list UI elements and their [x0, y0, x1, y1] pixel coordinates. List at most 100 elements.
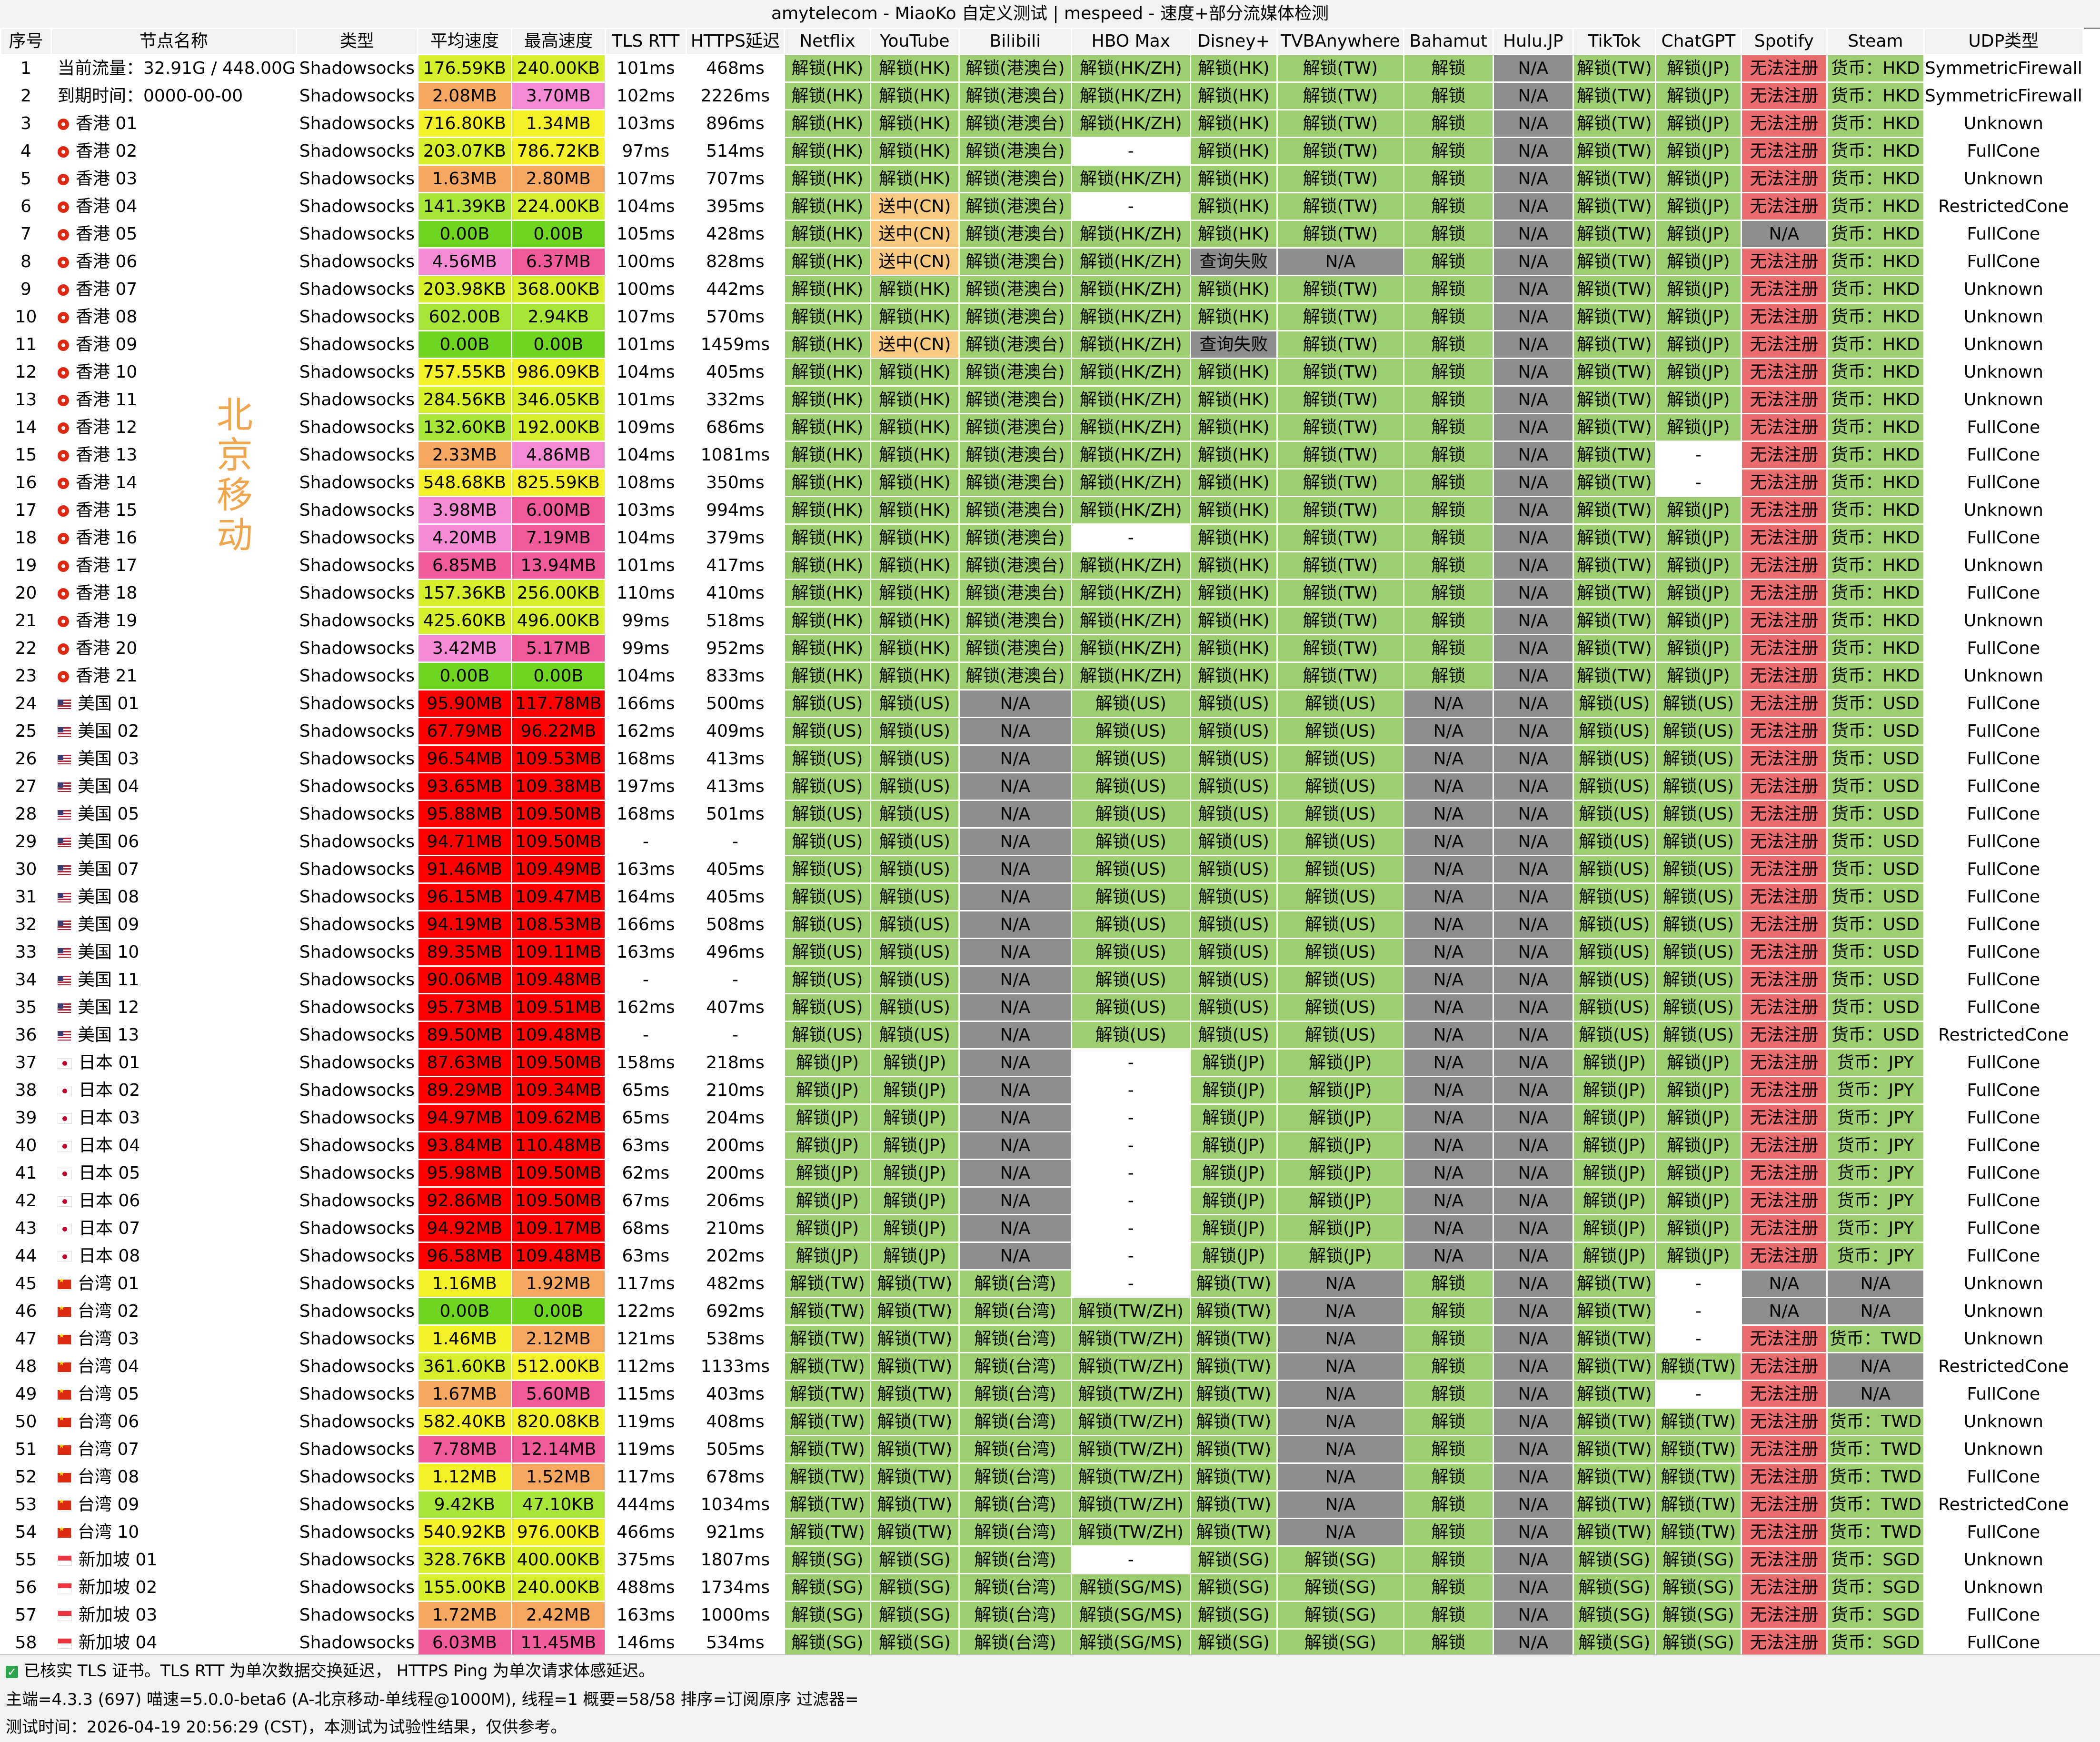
max-cell: 109.34MB — [510, 1076, 606, 1105]
udp-cell: Unknown — [1923, 275, 2084, 304]
flag-icon — [58, 229, 69, 240]
flag-icon — [58, 1638, 72, 1649]
udp-cell: FullCone — [1923, 800, 2084, 829]
spotify-cell: 无法注册 — [1740, 1241, 1828, 1271]
bili-cell: N/A — [958, 1103, 1072, 1132]
udp-cell: FullCone — [1923, 744, 2084, 773]
avg-cell: 361.60KB — [417, 1352, 512, 1381]
column-header: Spotify — [1740, 28, 1828, 55]
steam-cell: 货币：SGD — [1826, 1601, 1925, 1630]
type-cell: Shadowsocks — [295, 385, 418, 414]
youtube-cell: 解锁(US) — [869, 882, 960, 911]
node-name: 新加坡 02 — [79, 1577, 158, 1597]
max-cell: 6.37MB — [510, 247, 606, 276]
udp-cell: Unknown — [1923, 1297, 2084, 1326]
youtube-cell: 解锁(US) — [869, 938, 960, 967]
netflix-cell: 解锁(HK) — [783, 192, 871, 221]
gpt-cell: 解锁(TW) — [1654, 1462, 1742, 1492]
avg-cell: 203.98KB — [417, 275, 512, 304]
node-name: 美国 04 — [78, 776, 139, 796]
spotify-cell: 无法注册 — [1740, 1573, 1828, 1602]
type-cell: Shadowsocks — [295, 1462, 418, 1492]
udp-cell: FullCone — [1923, 1241, 2084, 1271]
node-name: 新加坡 04 — [79, 1632, 158, 1652]
node-name: 香港 15 — [76, 500, 138, 520]
avg-cell: 94.19MB — [417, 910, 512, 939]
disney-cell: 解锁(HK) — [1189, 164, 1278, 193]
name-cell: 台湾 02 — [50, 1297, 297, 1326]
n-cell: 56 — [0, 1573, 52, 1602]
disney-cell: 解锁(SG) — [1189, 1601, 1278, 1630]
spotify-cell: 无法注册 — [1740, 634, 1828, 663]
n-cell: 22 — [0, 634, 52, 663]
type-cell: Shadowsocks — [295, 1048, 418, 1077]
avg-cell: 1.63MB — [417, 164, 512, 193]
spotify-cell: 无法注册 — [1740, 192, 1828, 221]
hulu-cell: N/A — [1492, 81, 1574, 110]
n-cell: 28 — [0, 800, 52, 829]
flag-icon — [58, 1359, 71, 1372]
disney-cell: 解锁(US) — [1189, 772, 1278, 801]
flag-icon — [58, 810, 71, 820]
avg-cell: 96.58MB — [417, 1241, 512, 1271]
n-cell: 14 — [0, 413, 52, 442]
tiktok-cell: 解锁(TW) — [1572, 1269, 1656, 1298]
type-cell: Shadowsocks — [295, 192, 418, 221]
n-cell: 24 — [0, 689, 52, 718]
bili-cell: 解锁(港澳台) — [958, 330, 1072, 359]
table-row: 13 香港 11 Shadowsocks 284.56KB 346.05KB 101ms 3… — [0, 385, 2084, 414]
hbo-cell: 解锁(TW/ZH) — [1070, 1324, 1191, 1353]
steam-cell: 货币：HKD — [1826, 220, 1925, 249]
spotify-cell: 无法注册 — [1740, 1435, 1828, 1464]
tiktok-cell: 解锁(TW) — [1572, 247, 1656, 276]
baha-cell: 解锁 — [1403, 1601, 1494, 1630]
disney-cell: 解锁(HK) — [1189, 81, 1278, 110]
name-cell: 台湾 01 — [50, 1269, 297, 1298]
avg-cell: 203.07KB — [417, 137, 512, 166]
max-cell: 0.00B — [510, 220, 606, 249]
gpt-cell: 解锁(JP) — [1654, 81, 1742, 110]
name-cell: 到期时间：0000-00-00 — [50, 81, 297, 110]
table-row: 39 日本 03 Shadowsocks 94.97MB 109.62MB 65ms 204… — [0, 1103, 2084, 1132]
hulu-cell: N/A — [1492, 413, 1574, 442]
udp-cell: FullCone — [1923, 1159, 2084, 1188]
steam-cell: 货币：JPY — [1826, 1048, 1925, 1077]
udp-cell: SymmetricFirewall — [1923, 81, 2084, 110]
https-cell: 1807ms — [685, 1545, 785, 1574]
baha-cell: 解锁 — [1403, 1435, 1494, 1464]
https-cell: 407ms — [685, 993, 785, 1022]
netflix-cell: 解锁(HK) — [783, 330, 871, 359]
udp-cell: FullCone — [1923, 468, 2084, 497]
name-cell: 香港 06 — [50, 247, 297, 276]
n-cell: 29 — [0, 827, 52, 856]
tvb-cell: 解锁(TW) — [1276, 523, 1404, 552]
tls-cell: 146ms — [604, 1628, 687, 1657]
column-header: ChatGPT — [1654, 28, 1742, 55]
youtube-cell: 解锁(TW) — [869, 1269, 960, 1298]
https-cell: 200ms — [685, 1159, 785, 1188]
tvb-cell: N/A — [1276, 1297, 1404, 1326]
gpt-cell: 解锁(JP) — [1654, 1241, 1742, 1271]
disney-cell: 解锁(US) — [1189, 938, 1278, 967]
baha-cell: 解锁 — [1403, 81, 1494, 110]
gpt-cell: 解锁(JP) — [1654, 634, 1742, 663]
netflix-cell: 解锁(TW) — [783, 1462, 871, 1492]
footer-note-text: 已核实 TLS 证书。TLS RTT 为单次数据交换延迟， HTTPS Ping… — [24, 1662, 655, 1681]
udp-cell: FullCone — [1923, 993, 2084, 1022]
disney-cell: 解锁(US) — [1189, 689, 1278, 718]
tiktok-cell: 解锁(TW) — [1572, 330, 1656, 359]
spotify-cell: 无法注册 — [1740, 1545, 1828, 1574]
column-header: Steam — [1826, 28, 1925, 55]
name-cell: 台湾 09 — [50, 1490, 297, 1519]
avg-cell: 132.60KB — [417, 413, 512, 442]
table-row: 46台湾 02Shadowsocks0.00B0.00B122ms692ms解锁… — [0, 1297, 2084, 1326]
spotify-cell: 无法注册 — [1740, 1131, 1828, 1160]
gpt-cell: 解锁(JP) — [1654, 496, 1742, 525]
gpt-cell: 解锁(TW) — [1654, 1407, 1742, 1436]
disney-cell: 解锁(US) — [1189, 717, 1278, 746]
youtube-cell: 解锁(US) — [869, 1021, 960, 1050]
avg-cell: 2.33MB — [417, 441, 512, 470]
hbo-cell: 解锁(US) — [1070, 689, 1191, 718]
table-row: 24 美国 01 Shadowsocks 95.90MB 117.78MB 166ms 50… — [0, 689, 2084, 718]
disney-cell: 解锁(JP) — [1189, 1186, 1278, 1215]
